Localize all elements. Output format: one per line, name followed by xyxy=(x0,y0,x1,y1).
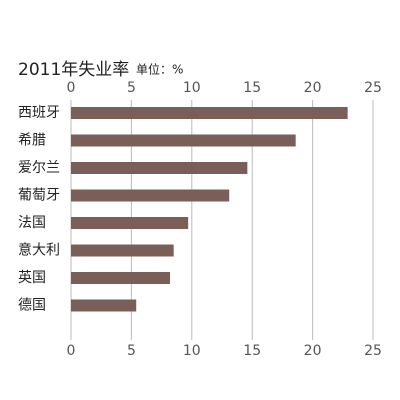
bar xyxy=(71,162,248,174)
x-tick-label: 25 xyxy=(364,343,382,359)
chart-title: 2011年失业率 xyxy=(18,60,129,80)
x-tick-label: 5 xyxy=(127,80,136,96)
bar xyxy=(71,272,171,284)
y-tick-label: 希腊 xyxy=(18,133,46,149)
x-tick-label: 20 xyxy=(304,343,322,359)
bar xyxy=(71,107,348,119)
x-tick-label: 0 xyxy=(67,343,76,359)
chart-subtitle: 单位：% xyxy=(136,62,183,77)
x-tick-label: 15 xyxy=(243,80,261,96)
x-tick-label: 0 xyxy=(67,80,76,96)
x-tick-label: 10 xyxy=(183,343,201,359)
y-tick-label: 葡萄牙 xyxy=(18,188,60,204)
y-tick-label: 西班牙 xyxy=(18,105,60,121)
x-tick-label: 20 xyxy=(304,80,322,96)
bar xyxy=(71,189,230,202)
y-tick-label: 英国 xyxy=(18,269,46,286)
y-tick-label: 爱尔兰 xyxy=(18,160,60,176)
y-tick-label: 意大利 xyxy=(18,242,60,259)
bar xyxy=(71,217,189,229)
x-tick-label: 10 xyxy=(183,80,201,96)
x-tick-label: 25 xyxy=(364,80,382,96)
bar xyxy=(71,134,296,147)
y-tick-label: 德国 xyxy=(18,298,46,314)
x-tick-label: 5 xyxy=(127,343,136,359)
x-tick-label: 15 xyxy=(243,343,261,359)
bar xyxy=(71,244,174,257)
y-tick-label: 法国 xyxy=(18,215,46,231)
bar xyxy=(71,299,137,312)
